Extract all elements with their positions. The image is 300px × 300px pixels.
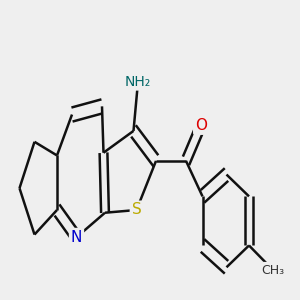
Text: S: S: [132, 202, 141, 217]
Text: NH₂: NH₂: [125, 75, 151, 89]
Text: O: O: [195, 118, 207, 133]
Text: N: N: [71, 230, 82, 245]
Text: CH₃: CH₃: [261, 263, 285, 277]
